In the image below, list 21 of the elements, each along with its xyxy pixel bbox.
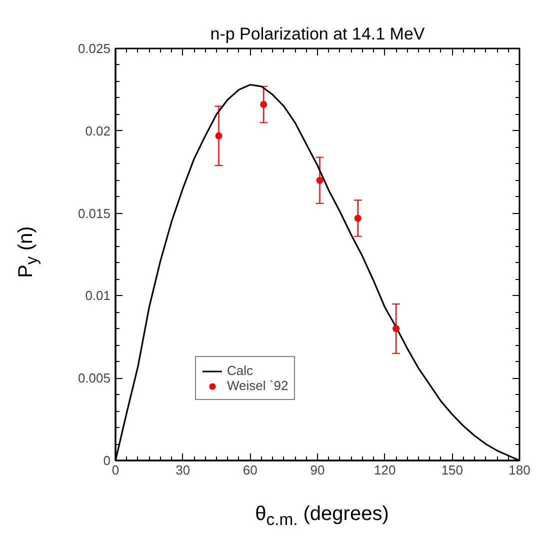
point (316, 176, 324, 184)
legend-label: Calc (227, 363, 254, 378)
y-tick-label: 0.01 (85, 288, 111, 304)
x-tick-label: 120 (374, 462, 396, 478)
point (215, 132, 222, 140)
y-tick-label: 0.015 (78, 206, 111, 221)
point (392, 325, 400, 332)
y-tick-label: 0.005 (78, 370, 111, 386)
x-tick-label: 90 (310, 462, 325, 478)
x-tick-label: 30 (176, 462, 190, 478)
x-tick-label: 180 (508, 462, 530, 478)
chart-title: n-p Polarization at 14.1 MeV (210, 24, 426, 44)
y-tick-label: 0.025 (78, 41, 111, 56)
y-tick-label: 0.02 (85, 123, 111, 138)
legend-label: Weisel `92 (227, 378, 288, 393)
x-tick-label: 150 (441, 462, 464, 478)
x-tick-label: 60 (242, 462, 258, 478)
point (354, 214, 362, 222)
x-axis-title: θ$_{c.m.}$ (degrees) (254, 502, 390, 531)
y-tick-label: 0 (103, 453, 111, 468)
point (260, 101, 268, 108)
